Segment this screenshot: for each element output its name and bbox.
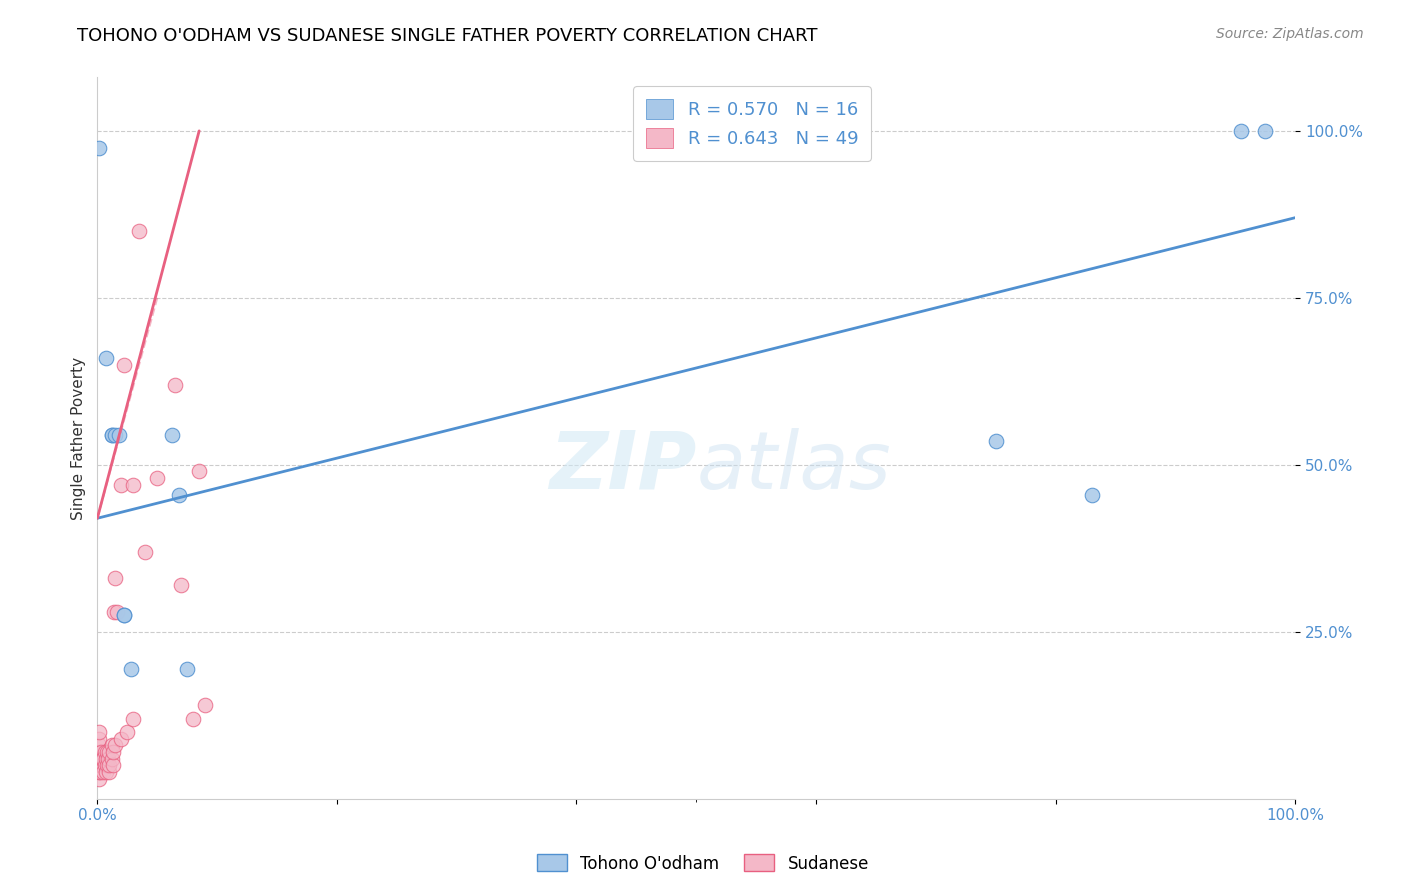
Point	[104, 427, 127, 442]
Point	[87, 745, 110, 759]
Point	[89, 765, 111, 780]
Point	[87, 739, 110, 753]
Point	[1230, 124, 1253, 138]
Text: ZIP: ZIP	[548, 428, 696, 506]
Point	[181, 712, 204, 726]
Point	[87, 752, 110, 766]
Point	[146, 471, 169, 485]
Y-axis label: Single Father Poverty: Single Father Poverty	[72, 357, 86, 520]
Point	[112, 608, 135, 623]
Point	[120, 661, 142, 675]
Point	[93, 758, 115, 772]
Point	[122, 712, 145, 726]
Point	[87, 731, 110, 746]
Point	[91, 752, 114, 766]
Point	[100, 752, 122, 766]
Point	[984, 434, 1007, 449]
Point	[93, 745, 115, 759]
Point	[110, 478, 132, 492]
Point	[170, 578, 193, 592]
Point	[87, 765, 110, 780]
Point	[90, 745, 112, 759]
Point	[108, 427, 131, 442]
Point	[96, 745, 118, 759]
Point	[87, 725, 110, 739]
Point	[94, 752, 117, 766]
Point	[97, 752, 120, 766]
Text: TOHONO O'ODHAM VS SUDANESE SINGLE FATHER POVERTY CORRELATION CHART: TOHONO O'ODHAM VS SUDANESE SINGLE FATHER…	[77, 27, 818, 45]
Point	[101, 758, 124, 772]
Point	[94, 765, 117, 780]
Point	[110, 731, 132, 746]
Point	[167, 488, 190, 502]
Point	[194, 698, 217, 713]
Point	[165, 377, 187, 392]
Point	[104, 571, 127, 585]
Point	[103, 605, 125, 619]
Point	[98, 758, 121, 772]
Point	[128, 224, 150, 238]
Text: atlas: atlas	[696, 428, 891, 506]
Point	[112, 358, 135, 372]
Point	[1080, 488, 1102, 502]
Point	[91, 752, 114, 766]
Point	[188, 465, 211, 479]
Point	[98, 765, 121, 780]
Point	[1254, 124, 1277, 138]
Point	[91, 765, 114, 780]
Legend: Tohono O'odham, Sudanese: Tohono O'odham, Sudanese	[530, 847, 876, 880]
Point	[100, 739, 122, 753]
Point	[89, 752, 111, 766]
Point	[176, 661, 198, 675]
Point	[117, 725, 139, 739]
Point	[87, 772, 110, 786]
Point	[96, 758, 118, 772]
Point	[122, 478, 145, 492]
Point	[94, 351, 117, 365]
Point	[87, 758, 110, 772]
Legend: R = 0.570   N = 16, R = 0.643   N = 49: R = 0.570 N = 16, R = 0.643 N = 49	[634, 87, 870, 161]
Point	[134, 544, 156, 558]
Point	[98, 745, 121, 759]
Point	[100, 427, 122, 442]
Point	[89, 758, 111, 772]
Point	[90, 758, 112, 772]
Point	[112, 608, 135, 623]
Point	[101, 745, 124, 759]
Point	[160, 427, 183, 442]
Point	[91, 758, 114, 772]
Point	[105, 605, 128, 619]
Text: Source: ZipAtlas.com: Source: ZipAtlas.com	[1216, 27, 1364, 41]
Point	[87, 140, 110, 154]
Point	[104, 739, 127, 753]
Point	[100, 427, 122, 442]
